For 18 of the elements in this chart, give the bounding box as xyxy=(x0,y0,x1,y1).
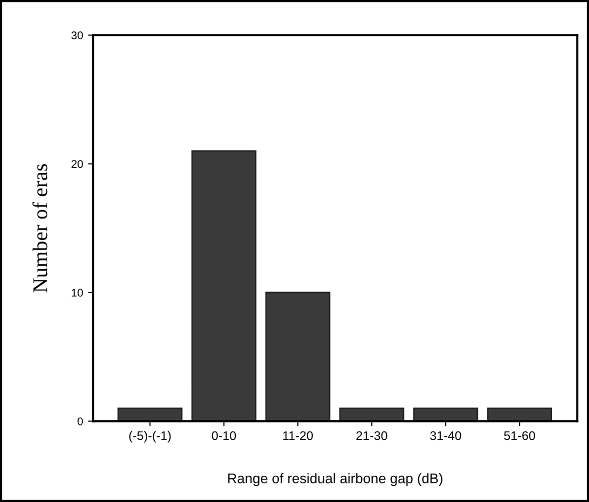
x-tick-label: 21-30 xyxy=(356,431,388,440)
bar xyxy=(413,408,478,422)
bar xyxy=(339,408,404,422)
x-tick-label: 11-20 xyxy=(283,431,313,440)
y-tick-label: 20 xyxy=(72,160,83,168)
x-tick-label: 31-40 xyxy=(430,431,462,440)
x-tick-label: (-5)-(-1) xyxy=(129,430,171,443)
bar xyxy=(487,408,552,422)
x-axis-title: Range of residual airbone gap (dB) xyxy=(228,473,442,486)
bar xyxy=(265,292,330,422)
y-axis-title: Number of eras xyxy=(32,164,48,292)
x-tick-label: 0-10 xyxy=(212,431,236,440)
y-tick-label: 30 xyxy=(71,31,83,40)
bar xyxy=(118,408,182,422)
x-tick-label: 51-60 xyxy=(504,431,536,440)
y-tick-label: 0 xyxy=(78,417,83,426)
bar xyxy=(191,150,256,422)
y-tick-label: 10 xyxy=(72,288,83,297)
